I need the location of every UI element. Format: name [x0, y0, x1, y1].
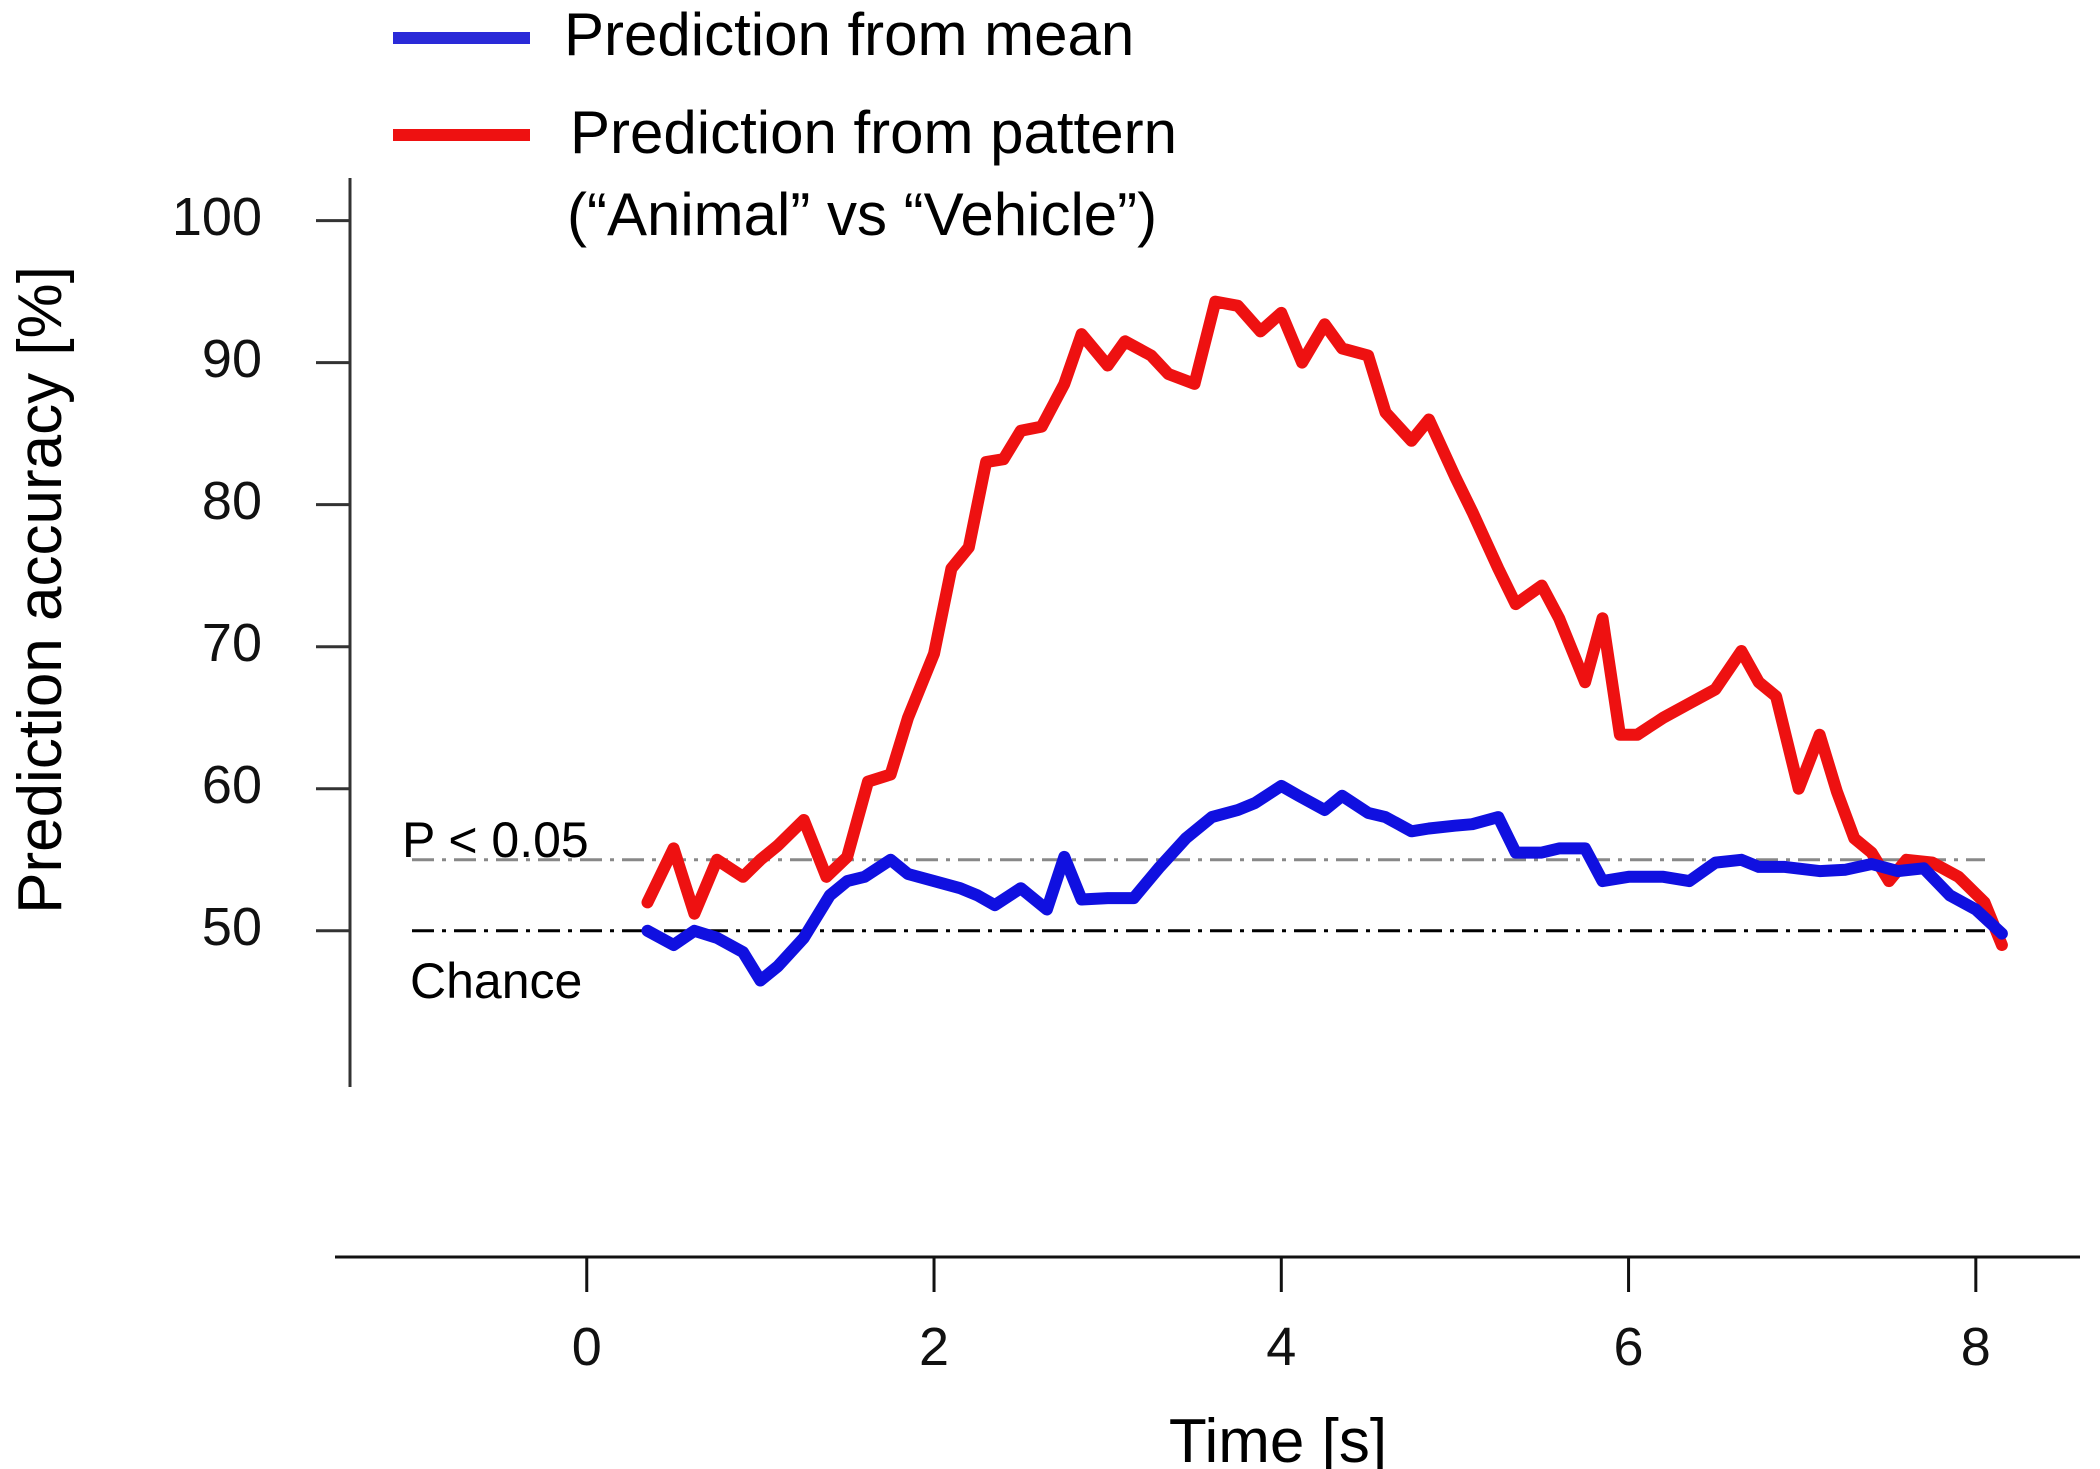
x-tick-label: 6 [1614, 1317, 1644, 1377]
x-tick-label: 0 [572, 1317, 602, 1377]
x-tick-label: 2 [919, 1317, 949, 1377]
x-tick-label: 8 [1961, 1317, 1991, 1377]
y-tick-label: 80 [202, 471, 262, 531]
x-axis-title: Time [s] [1169, 1407, 1387, 1469]
series-line-mean [641, 779, 2008, 987]
y-tick-label: 90 [202, 329, 262, 389]
y-axis-title: Prediction accuracy [%] [6, 266, 75, 914]
y-tick-label: 50 [202, 897, 262, 957]
legend-label-mean: Prediction from mean [564, 1, 1134, 68]
series-line-pattern [641, 295, 2008, 951]
series-layer [641, 295, 2008, 987]
legend: Prediction from mean Prediction from pat… [393, 1, 1177, 248]
legend-label-pattern: Prediction from pattern [570, 99, 1177, 166]
x-axis-ticks: 0 2 4 6 8 [572, 1257, 1991, 1377]
chance-label: Chance [410, 953, 582, 1009]
y-axis-ticks: 50 60 70 80 90 100 [172, 187, 350, 957]
significance-label: P < 0.05 [402, 812, 589, 868]
y-tick-label: 60 [202, 755, 262, 815]
y-tick-label: 100 [172, 187, 262, 247]
legend-label-pattern-line2: (“Animal” vs “Vehicle”) [567, 181, 1157, 248]
x-tick-label: 4 [1266, 1317, 1296, 1377]
y-tick-label: 70 [202, 613, 262, 673]
